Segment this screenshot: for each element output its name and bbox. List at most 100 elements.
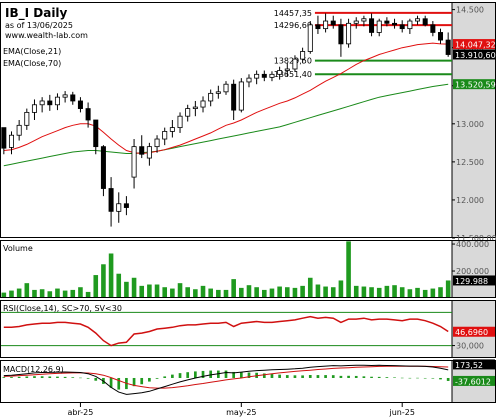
- volume-bar: [62, 290, 68, 297]
- macd-hist-bar: [79, 377, 82, 379]
- macd-hist-bar: [132, 377, 136, 387]
- volume-bar: [131, 277, 137, 297]
- volume-bar: [193, 289, 198, 297]
- candle-body: [39, 100, 45, 106]
- volume-bar: [24, 283, 30, 297]
- volume-bar: [315, 284, 321, 297]
- price-badge: 13.910,60: [455, 51, 496, 60]
- macd-hist-bar: [423, 377, 427, 379]
- x-axis-bg: [0, 403, 496, 420]
- volume-bar: [139, 285, 145, 297]
- volume-bar: [330, 287, 336, 297]
- macd-hist-bar: [140, 377, 144, 385]
- macd-hist-bar: [25, 376, 29, 378]
- candle-body: [284, 68, 290, 71]
- macd-hist-bar: [163, 376, 167, 378]
- candle-body: [384, 20, 390, 24]
- rsi-badge-bg: [453, 326, 495, 337]
- candle-body: [300, 51, 306, 60]
- macd-hist-bar: [370, 376, 373, 378]
- volume-bar: [376, 287, 382, 297]
- volume-bar: [55, 288, 60, 297]
- candle-body: [47, 100, 53, 106]
- macd-hist-bar: [262, 373, 266, 378]
- price-badge-bg: [453, 49, 495, 60]
- candle-body: [269, 73, 275, 78]
- candle-body: [123, 203, 129, 208]
- macd-hist-bar: [446, 377, 450, 381]
- volume-bar: [223, 289, 229, 297]
- candle-body: [254, 73, 260, 79]
- volume-bar: [392, 285, 397, 297]
- candle-body: [8, 134, 14, 148]
- volume-bar: [246, 285, 252, 297]
- macd-hist-bar: [270, 373, 274, 378]
- macd-hist-bar: [347, 375, 350, 378]
- candle-body: [238, 81, 244, 111]
- volume-bar: [47, 291, 53, 297]
- volume-bar: [78, 287, 83, 297]
- volume-bar: [284, 287, 290, 297]
- volume-bar: [170, 288, 175, 297]
- candle-body: [277, 70, 283, 75]
- macd-hist-bar: [148, 377, 151, 382]
- macd-badge-bg: [453, 375, 495, 386]
- macd-hist-bar: [293, 375, 297, 378]
- candle-body: [85, 108, 91, 121]
- volume-bar: [1, 292, 7, 297]
- volume-bar: [216, 289, 221, 297]
- macd-hist-bar: [308, 375, 312, 378]
- candle-body: [215, 91, 221, 94]
- volume-bar: [254, 287, 259, 297]
- volume-axis-bg: [452, 240, 496, 298]
- price-panel: 14.50014.00013.50013.00012.50012.00011.5…: [0, 2, 496, 243]
- macd-hist-bar: [224, 370, 228, 378]
- candle-body: [116, 203, 122, 212]
- candle-body: [338, 24, 344, 45]
- macd-hist-bar: [48, 376, 52, 378]
- macd-hist-bar: [439, 377, 442, 380]
- macd-hist-bar: [56, 376, 59, 378]
- volume-bar: [124, 281, 129, 297]
- macd-hist-bar: [186, 372, 190, 378]
- price-tick-label: 12.000: [456, 196, 484, 205]
- volume-bar: [147, 284, 152, 297]
- macd-hist-bar: [393, 377, 396, 378]
- volume-bar: [239, 287, 244, 297]
- macd-title: MACD(12,26,9): [3, 365, 64, 374]
- volume-bar: [384, 285, 390, 297]
- macd-hist-bar: [209, 370, 213, 378]
- macd-hist-bar: [362, 376, 366, 378]
- volume-bar: [438, 287, 443, 297]
- volume-bar: [162, 287, 168, 297]
- chart-subtitle: as of 13/06/2025: [5, 21, 73, 30]
- volume-bar: [369, 287, 374, 297]
- price-badge-bg: [453, 39, 495, 50]
- macd-hist-bar: [178, 373, 182, 378]
- watermark: www.wealth-lab.com: [5, 31, 88, 40]
- macd-hist-bar: [63, 376, 67, 378]
- candle-body: [246, 77, 252, 83]
- macd-hist-bar: [408, 377, 412, 379]
- candle-body: [392, 22, 398, 26]
- x-axis: abr-25 may-25 jun-25: [0, 403, 496, 420]
- ema21-line: [3, 42, 449, 155]
- candle-body: [62, 94, 68, 98]
- candle-body: [415, 18, 421, 22]
- candle-body: [231, 83, 237, 111]
- x-tick-label: may-25: [226, 408, 256, 417]
- volume-bar: [9, 290, 14, 297]
- rsi-panel: 30,000 46,6960: [0, 300, 496, 358]
- macd-hist-bar: [385, 377, 389, 378]
- macd-hist-bar: [109, 377, 113, 388]
- volume-bar: [353, 285, 359, 297]
- macd-hist-bar: [194, 371, 197, 378]
- candle-body: [139, 146, 145, 155]
- candle-body: [177, 115, 183, 129]
- macd-hist-bar: [216, 370, 220, 378]
- candle-body: [346, 22, 352, 45]
- candle-body: [330, 20, 336, 26]
- macd-badge: -37,6012: [455, 377, 491, 386]
- volume-bar: [422, 289, 428, 297]
